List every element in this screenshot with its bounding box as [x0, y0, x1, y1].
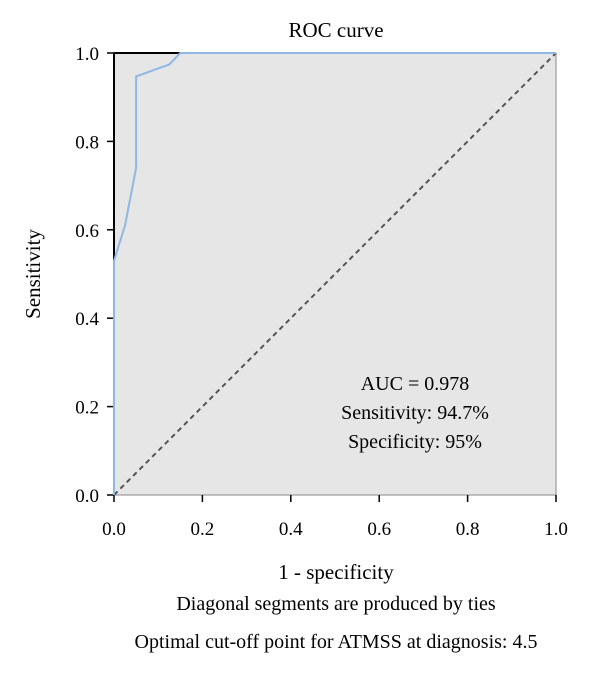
plot-area — [114, 53, 556, 495]
y-tick-label: 0.8 — [75, 132, 99, 153]
x-axis-title: 1 - specificity — [278, 560, 394, 584]
ties-footnote: Diagonal segments are produced by ties — [176, 593, 496, 615]
cutoff-footnote: Optimal cut-off point for ATMSS at diagn… — [135, 631, 538, 653]
auc-annotation: AUC = 0.978 — [361, 373, 470, 395]
x-tick-label: 0.6 — [367, 519, 391, 540]
tick-marks — [107, 52, 557, 502]
y-tick-label: 0.0 — [75, 486, 99, 507]
x-tick-label: 0.4 — [279, 519, 303, 540]
y-axis-title: Sensitivity — [21, 229, 45, 319]
x-tick-label: 1.0 — [544, 519, 568, 540]
roc-curve-line — [113, 52, 556, 495]
y-tick-label: 0.6 — [75, 221, 99, 242]
x-tick-label: 0.8 — [456, 519, 480, 540]
chart-title: ROC curve — [288, 18, 383, 42]
tick-labels: 0.0 0.2 0.4 0.6 0.8 1.0 0.0 0.2 0.4 0.6 0.8 1.0 — [75, 44, 568, 540]
y-tick-label: 1.0 — [75, 44, 99, 65]
y-tick-label: 0.4 — [75, 309, 99, 330]
sensitivity-annotation: Sensitivity: 94.7% — [341, 402, 489, 424]
specificity-annotation: Specificity: 95% — [348, 431, 482, 453]
y-tick-label: 0.2 — [75, 398, 99, 419]
x-tick-label: 0.2 — [191, 519, 215, 540]
x-tick-label: 0.0 — [102, 519, 126, 540]
